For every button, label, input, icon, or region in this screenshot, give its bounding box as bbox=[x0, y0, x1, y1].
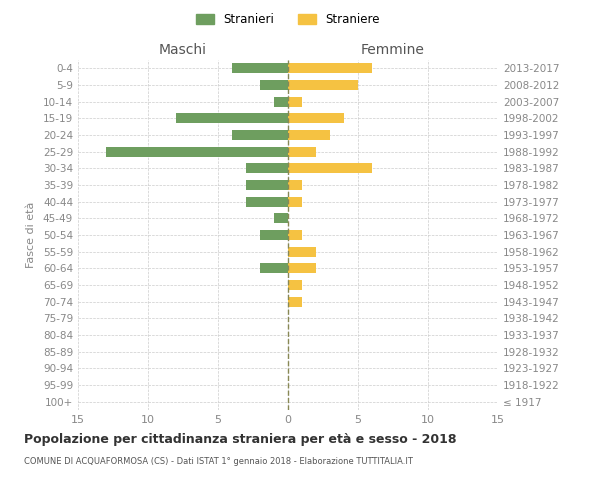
Bar bbox=[288, 180, 302, 190]
Bar bbox=[246, 164, 288, 173]
Bar bbox=[260, 80, 288, 90]
Bar bbox=[246, 180, 288, 190]
Bar bbox=[288, 246, 316, 256]
Y-axis label: Fasce di età: Fasce di età bbox=[26, 202, 36, 268]
Bar bbox=[246, 196, 288, 206]
Bar bbox=[260, 264, 288, 274]
Bar bbox=[232, 64, 288, 74]
Bar bbox=[260, 230, 288, 240]
Bar bbox=[288, 296, 302, 306]
Bar bbox=[106, 146, 288, 156]
Bar bbox=[274, 214, 288, 224]
Text: COMUNE DI ACQUAFORMOSA (CS) - Dati ISTAT 1° gennaio 2018 - Elaborazione TUTTITAL: COMUNE DI ACQUAFORMOSA (CS) - Dati ISTAT… bbox=[24, 457, 413, 466]
Text: Popolazione per cittadinanza straniera per età e sesso - 2018: Popolazione per cittadinanza straniera p… bbox=[24, 432, 457, 446]
Bar bbox=[176, 114, 288, 124]
Bar bbox=[288, 196, 302, 206]
Bar bbox=[274, 96, 288, 106]
Bar bbox=[288, 64, 372, 74]
Bar bbox=[288, 264, 316, 274]
Bar bbox=[288, 114, 344, 124]
Bar bbox=[288, 230, 302, 240]
Bar bbox=[288, 164, 372, 173]
Bar bbox=[288, 96, 302, 106]
Bar bbox=[288, 130, 330, 140]
Bar bbox=[288, 146, 316, 156]
Text: Femmine: Femmine bbox=[361, 42, 425, 56]
Legend: Stranieri, Straniere: Stranieri, Straniere bbox=[191, 8, 385, 31]
Bar bbox=[232, 130, 288, 140]
Text: Maschi: Maschi bbox=[159, 42, 207, 56]
Bar bbox=[288, 280, 302, 290]
Bar bbox=[288, 80, 358, 90]
